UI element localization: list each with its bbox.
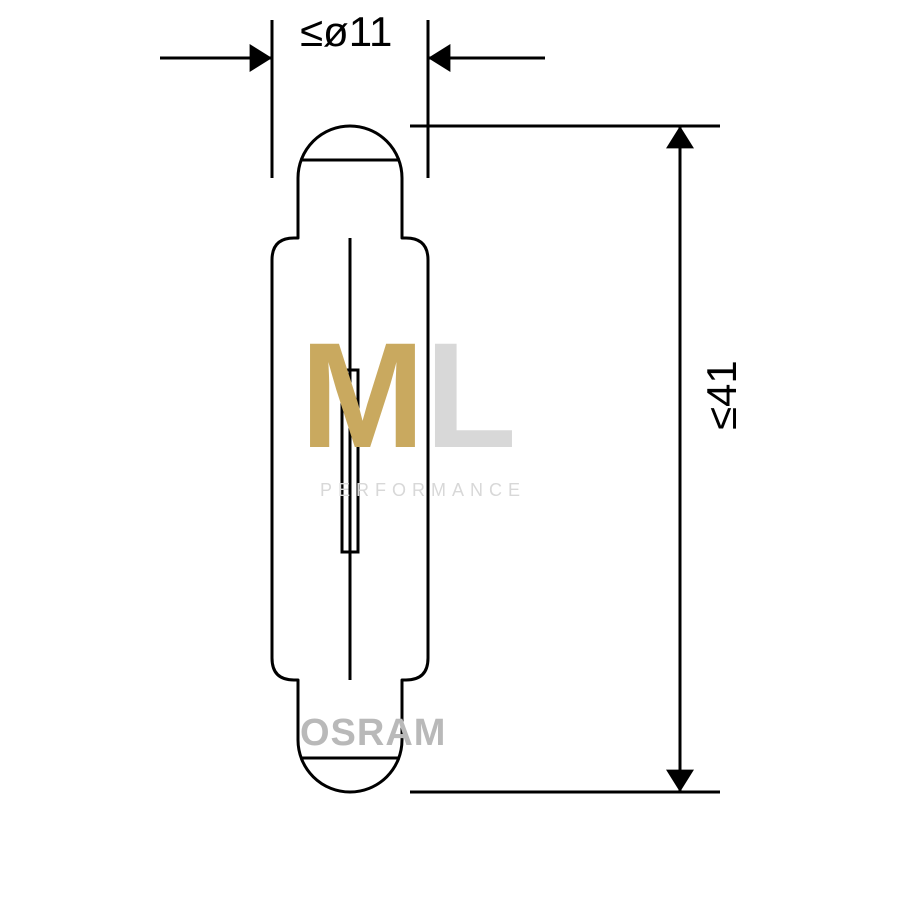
dimension-length-label: ≤41	[698, 360, 746, 430]
dimension-diameter-label: ≤ø11	[300, 8, 392, 56]
diagram-canvas: ML PERFORMANCE ≤ø11 ≤41 OSRAM	[0, 0, 900, 900]
watermark-ml: ML	[300, 320, 517, 470]
watermark-performance: PERFORMANCE	[320, 480, 526, 501]
watermark-osram: OSRAM	[300, 712, 446, 755]
